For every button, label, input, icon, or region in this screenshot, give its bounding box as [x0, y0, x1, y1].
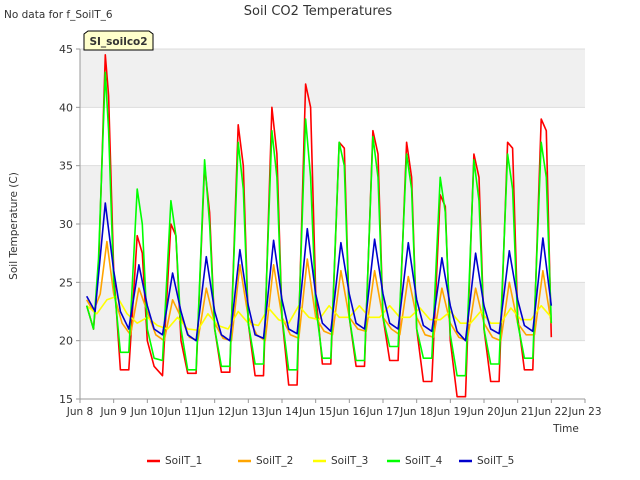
series-line-soilt_4 — [85, 71, 553, 377]
legend-label-soilt_4: SoilT_4 — [405, 455, 443, 467]
background-bands — [80, 49, 585, 341]
y-tick-label: 20 — [59, 335, 73, 348]
x-tick-label: Jun 14 — [264, 406, 298, 418]
background-band — [80, 49, 585, 108]
x-tick-label: Jun 19 — [433, 406, 467, 418]
x-axis-label: Time — [552, 423, 579, 435]
y-tick-label: 15 — [59, 393, 73, 406]
legend-label-soilt_1: SoilT_1 — [165, 455, 202, 467]
x-tick-label: Jun 21 — [500, 406, 534, 418]
legend-label-soilt_3: SoilT_3 — [331, 455, 368, 467]
x-tick-label: Jun 22 — [534, 406, 568, 418]
x-tick-label: Jun 13 — [231, 406, 265, 418]
x-tick-label: Jun 20 — [466, 406, 500, 418]
x-tick-label: Jun 18 — [399, 406, 433, 418]
chart-title: Soil CO2 Temperatures — [244, 4, 393, 19]
y-tick-label: 25 — [59, 276, 73, 289]
legend-label-soilt_2: SoilT_2 — [256, 455, 293, 467]
series-line-soilt_5 — [85, 202, 553, 342]
x-tick-label: Jun 8 — [66, 406, 93, 418]
x-tick-label: Jun 11 — [163, 406, 197, 418]
no-data-note: No data for f_SoilT_6 — [4, 9, 113, 21]
y-tick-label: 45 — [59, 43, 73, 56]
site-badge: SI_soilco2 — [83, 30, 154, 51]
series-line-soilt_2 — [86, 240, 553, 342]
x-tick-label: Jun 17 — [365, 406, 399, 418]
x-tick-label: Jun 10 — [130, 406, 164, 418]
site-badge-label: SI_soilco2 — [89, 36, 147, 48]
y-tick-label: 30 — [59, 218, 73, 231]
x-tick-label: Jun 16 — [332, 406, 366, 418]
x-tick-label: Jun 12 — [197, 406, 231, 418]
x-tick-label: Jun 23 — [567, 406, 601, 418]
x-tick-label: Jun 15 — [298, 406, 332, 418]
y-axis-label: Soil Temperature (C) — [8, 172, 20, 280]
y-tick-label: 40 — [59, 101, 73, 114]
legend-label-soilt_5: SoilT_5 — [477, 455, 514, 467]
series-lines — [85, 53, 553, 398]
background-band — [80, 165, 585, 224]
legend: SoilT_1 SoilT_2 SoilT_3 SoilT_4 SoilT_5 — [147, 455, 514, 467]
x-tick-label: Jun 9 — [99, 406, 126, 418]
y-tick-label: 35 — [59, 160, 73, 173]
